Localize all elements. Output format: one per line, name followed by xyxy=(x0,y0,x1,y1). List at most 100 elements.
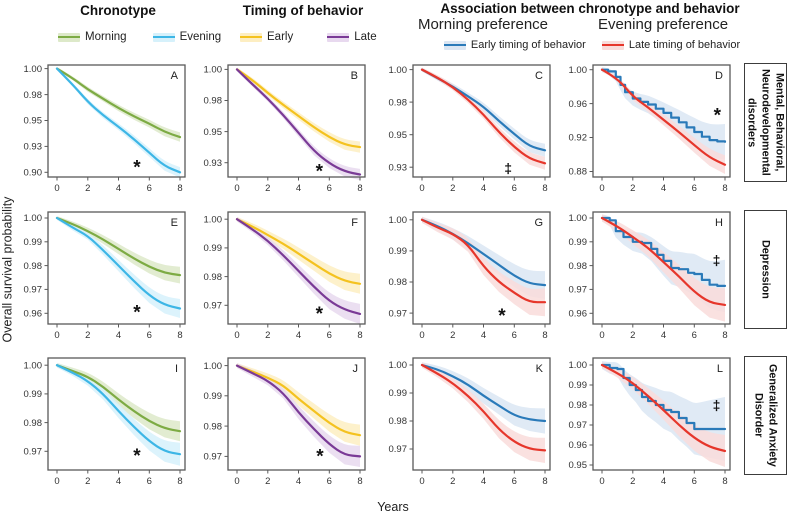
x-tick-label: 2 xyxy=(85,330,90,341)
x-tick-label: 2 xyxy=(265,330,270,341)
plot-frame xyxy=(47,357,186,471)
x-tick-label: 6 xyxy=(512,183,517,194)
legend-chronotype: Morning Evening xyxy=(58,31,273,43)
x-tick-label: 0 xyxy=(234,330,239,341)
x-tick-label: 0 xyxy=(54,183,59,194)
plot-frame xyxy=(47,211,186,325)
plot-frame xyxy=(592,211,731,325)
plot-frame xyxy=(227,357,366,471)
y-axis-label: Overall survival probability xyxy=(0,196,15,343)
y-tick-label: 1.00 xyxy=(569,65,588,76)
panel-letter: J xyxy=(353,363,359,375)
y-tick-label: 0.99 xyxy=(24,237,43,248)
significance-symbol: ‡ xyxy=(504,160,512,176)
survival-curve-early xyxy=(235,218,362,285)
x-tick-label: 6 xyxy=(327,330,332,341)
plot-frame xyxy=(412,64,551,178)
legend-item-early-timing-of-behavior: Early timing of behavior xyxy=(443,39,586,51)
y-tick-label: 1.00 xyxy=(24,360,43,371)
significance-symbol: * xyxy=(498,306,506,327)
y-tick-label: 0.99 xyxy=(204,391,223,402)
panel-A: 1.00 0.98 0.95 0.93 0.90 0 2 4 6 8 A * xyxy=(18,60,190,205)
y-tick-label: 0.96 xyxy=(569,440,588,451)
panel-svg-I: 1.00 0.99 0.98 0.97 0 2 4 6 8 I * xyxy=(24,357,186,487)
panel-E: 1.00 0.99 0.98 0.97 0.96 0 2 4 6 8 E * xyxy=(18,207,190,352)
panel-svg-L: 1.00 0.99 0.98 0.97 0.96 0.95 0 2 4 6 8 L ‡ xyxy=(569,357,731,487)
legend-label: Early timing of behavior xyxy=(470,39,586,51)
survival-curve-late-timing-of-behavior xyxy=(600,68,727,166)
panel-letter: L xyxy=(717,363,723,375)
significance-symbol: ‡ xyxy=(713,397,721,413)
panel-svg-C: 1.00 0.98 0.95 0.93 0 2 4 6 8 C ‡ xyxy=(389,64,551,194)
y-tick-label: 0.88 xyxy=(569,167,588,178)
survival-curve-late-timing-of-behavior xyxy=(420,68,547,165)
x-tick-label: 2 xyxy=(265,476,270,487)
y-tick-label: 0.99 xyxy=(24,389,43,400)
confidence-band xyxy=(237,67,360,153)
panel-F: 1.00 0.99 0.98 0.97 0 2 4 6 8 F * xyxy=(198,207,370,352)
y-tick-label: 1.00 xyxy=(389,65,408,76)
column-header-chronotype: Chronotype xyxy=(80,3,156,18)
x-tick-label: 4 xyxy=(296,183,301,194)
row-label-depression: Depression xyxy=(744,210,787,329)
significance-symbol: * xyxy=(133,158,141,179)
legend-item-morning: Morning xyxy=(58,31,127,43)
x-tick-label: 2 xyxy=(450,476,455,487)
panel-C: 1.00 0.98 0.95 0.93 0 2 4 6 8 C ‡ xyxy=(383,60,555,205)
x-tick-label: 8 xyxy=(357,330,362,341)
x-tick-label: 8 xyxy=(357,476,362,487)
significance-symbol: ‡ xyxy=(713,252,721,268)
x-tick-label: 4 xyxy=(661,330,666,341)
y-tick-label: 1.00 xyxy=(24,64,43,75)
x-tick-label: 4 xyxy=(481,476,486,487)
x-tick-label: 6 xyxy=(512,330,517,341)
row-label-generalized-anxiety-disorder: Generalized Anxiety Disorder xyxy=(744,356,787,475)
legend-label: Morning xyxy=(85,31,127,43)
y-tick-label: 1.00 xyxy=(569,213,588,224)
x-tick-label: 8 xyxy=(177,330,182,341)
y-tick-label: 0.96 xyxy=(569,99,588,110)
significance-symbol: * xyxy=(714,106,722,127)
panel-svg-B: 1.00 0.98 0.95 0.93 0 2 4 6 8 B * xyxy=(204,64,366,194)
y-tick-label: 0.95 xyxy=(389,130,408,141)
y-tick-label: 0.98 xyxy=(569,400,588,411)
survival-curve-evening xyxy=(55,216,182,310)
x-tick-label: 8 xyxy=(722,330,727,341)
plot-frame xyxy=(412,357,551,471)
y-tick-label: 1.00 xyxy=(569,360,588,371)
x-tick-label: 0 xyxy=(419,476,424,487)
y-tick-label: 0.90 xyxy=(24,168,43,179)
row-label-mental-behavioral-neurodevelopmental-disorders: Mental, Behavioral, Neurodevelopmental d… xyxy=(744,63,787,182)
y-tick-label: 0.98 xyxy=(389,277,408,288)
legend-swatch-icon xyxy=(601,40,624,50)
confidence-band xyxy=(237,363,360,446)
x-tick-label: 4 xyxy=(116,183,121,194)
x-tick-label: 0 xyxy=(599,183,604,194)
y-tick-label: 0.98 xyxy=(569,261,588,272)
column-header-timing: Timing of behavior xyxy=(242,3,364,18)
legend-label: Late timing of behavior xyxy=(628,39,741,51)
x-tick-label: 6 xyxy=(692,183,697,194)
y-tick-label: 0.93 xyxy=(389,162,408,173)
legend-item-late-timing-of-behavior: Late timing of behavior xyxy=(601,39,741,51)
y-tick-label: 0.98 xyxy=(204,96,223,107)
y-tick-label: 0.93 xyxy=(24,142,43,153)
panel-B: 1.00 0.98 0.95 0.93 0 2 4 6 8 B * xyxy=(198,60,370,205)
panel-G: 1.00 0.99 0.98 0.97 0 2 4 6 8 G * xyxy=(383,207,555,352)
significance-symbol: * xyxy=(133,446,141,467)
panel-svg-D: 1.00 0.96 0.92 0.88 0 2 4 6 8 D * xyxy=(569,64,731,194)
x-tick-label: 4 xyxy=(481,330,486,341)
x-tick-label: 2 xyxy=(450,183,455,194)
plot-frame xyxy=(592,64,731,178)
x-tick-label: 4 xyxy=(296,476,301,487)
y-tick-label: 0.95 xyxy=(569,460,588,471)
survival-curve-early xyxy=(235,364,362,437)
x-tick-label: 4 xyxy=(116,476,121,487)
panel-letter: B xyxy=(351,70,358,82)
panel-letter: D xyxy=(715,70,723,82)
x-tick-label: 6 xyxy=(692,330,697,341)
legend-label: Early xyxy=(267,31,294,43)
y-tick-label: 0.99 xyxy=(389,246,408,257)
x-tick-label: 0 xyxy=(234,183,239,194)
